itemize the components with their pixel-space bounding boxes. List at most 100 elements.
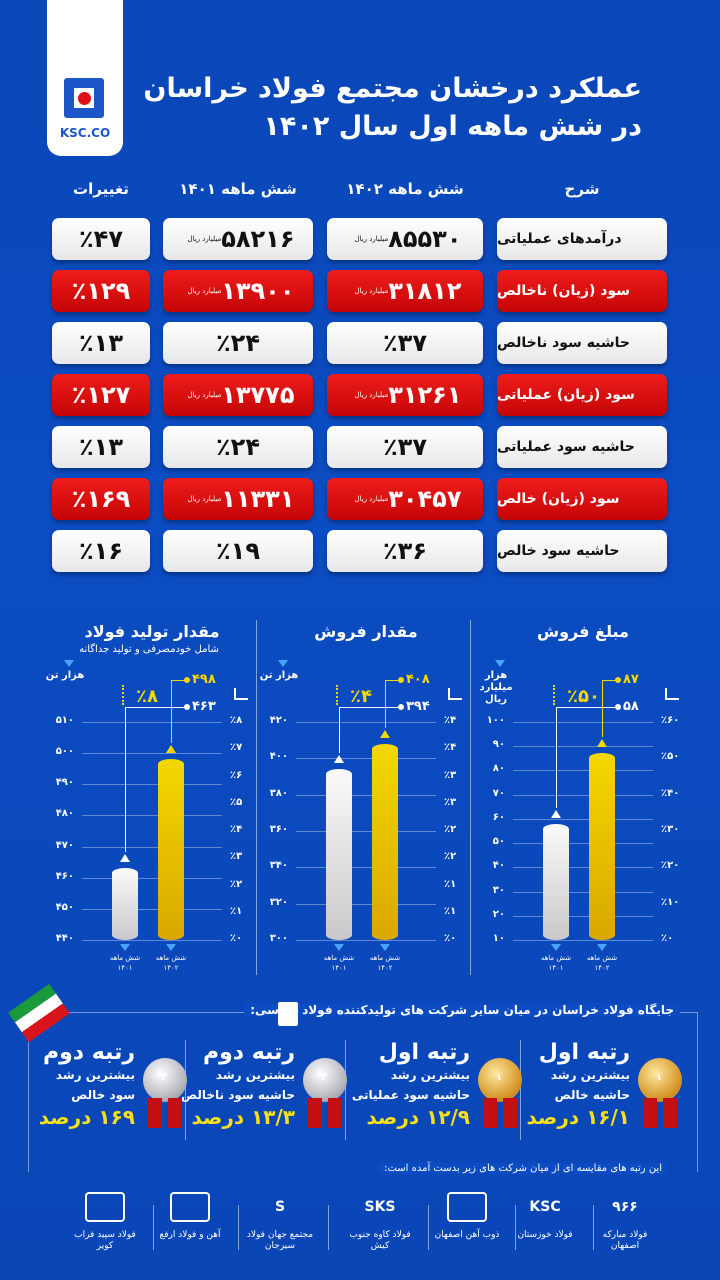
- ranking-heading: جایگاه فولاد خراسان در میان سایر شرکت ها…: [244, 1003, 680, 1017]
- ribbon: [168, 1098, 182, 1128]
- y2-tick-label: ٪۱: [230, 905, 243, 917]
- y-tick-label: ۳۸۰: [269, 787, 288, 799]
- gridline: [82, 784, 222, 786]
- y2-tick-label: ٪۰: [230, 933, 243, 944]
- cell-value: ۳۱۲۶۱: [388, 381, 462, 409]
- company-divider: [238, 1205, 239, 1250]
- table-cell-v1402: میلیارد ریال ۳۱۸۱۲: [327, 270, 483, 312]
- chart-subtitle: شامل خودمصرفی و تولید جداگانه: [79, 644, 219, 655]
- y-tick-label: ۱۰۰: [486, 715, 505, 726]
- value-label: ۵۸: [623, 699, 639, 714]
- gridline: [296, 794, 436, 796]
- table-cell-change: ٪۱۶: [52, 530, 150, 572]
- rank-value: ۱۶/۱ درصد: [526, 1105, 630, 1129]
- value-dot: [398, 677, 404, 683]
- company-name: مجتمع جهان فولاد سیرجان: [246, 1230, 314, 1251]
- company-divider: [593, 1205, 594, 1250]
- x-arrow-icon: [120, 944, 130, 951]
- table-cell-change: ٪۱۳: [52, 322, 150, 364]
- cell-value: ۵۸۲۱۶: [221, 225, 295, 253]
- company-name: ذوب آهن اصفهان: [434, 1230, 500, 1240]
- table-cell-v1401: ٪۲۴: [163, 322, 313, 364]
- y2-tick-label: ٪۳: [444, 796, 457, 808]
- leader-line-h: [385, 680, 400, 681]
- row-label: حاشیه سود ناخالص: [497, 322, 667, 364]
- row-label: درآمدهای عملیاتی: [497, 218, 667, 260]
- y-tick-label: ۳۴۰: [269, 860, 288, 872]
- table-cell-v1401: میلیارد ریال ۱۳۷۷۵: [163, 374, 313, 416]
- bar-1401: [326, 769, 352, 940]
- unit-label: میلیارد ریال: [187, 391, 222, 399]
- table-cell-v1402: ٪۳۷: [327, 322, 483, 364]
- y2-tick-label: ٪۰: [444, 933, 457, 944]
- bar-pointer-icon: [120, 854, 130, 863]
- title-line-2: در شش ماهه اول سال ۱۴۰۲: [263, 111, 642, 142]
- row-label: سود (زیان) ناخالص: [497, 270, 667, 312]
- gridline: [513, 891, 653, 893]
- table-cell-v1401: میلیارد ریال ۱۳۹۰۰: [163, 270, 313, 312]
- gridline: [82, 722, 222, 723]
- y2-tick-label: ٪۱۰: [661, 896, 680, 908]
- rank-divider: [185, 1040, 186, 1140]
- y2-tick-label: ٪۴: [444, 715, 457, 726]
- x-arrow-icon: [166, 944, 176, 951]
- cell-value: ۸۵۵۳۰: [388, 225, 462, 253]
- y2-tick-label: ٪۴: [230, 824, 243, 835]
- y-tick-label: ۳۲۰: [269, 896, 288, 908]
- rank-value: ۱۳/۳ درصد: [191, 1105, 295, 1129]
- bar-1402: [372, 743, 398, 940]
- leader-line-h: [339, 707, 400, 708]
- medal-number: ۱: [496, 1072, 503, 1083]
- y2-tick-label: ٪۰: [661, 933, 674, 944]
- rank-divider: [520, 1040, 521, 1140]
- axis-arrow-icon: [278, 660, 288, 667]
- ribbon: [328, 1098, 342, 1128]
- leader-line: [339, 707, 340, 754]
- cell-value: ۱۱۳۳۱: [221, 485, 295, 513]
- rank-line1: بیشترین رشد: [55, 1068, 135, 1082]
- y2-tick-label: ٪۲: [444, 851, 457, 863]
- leader-line: [125, 707, 126, 853]
- row-label: سود (زیان) خالص: [497, 478, 667, 520]
- company-logo: SKS: [364, 1199, 396, 1215]
- change-label: ٪۸: [136, 686, 158, 707]
- table-cell-v1402: میلیارد ریال ۳۱۲۶۱: [327, 374, 483, 416]
- leader-line: [602, 680, 603, 738]
- medal-number: ۲: [321, 1072, 328, 1083]
- axis-arrow-icon: [64, 660, 74, 667]
- rank-value: ۱۶۹ درصد: [38, 1105, 135, 1129]
- company-name: آهن و فولاد ارفع: [159, 1230, 221, 1240]
- medal-icon: [303, 1058, 347, 1102]
- x-arrow-icon: [597, 944, 607, 951]
- value-dot: [184, 704, 190, 710]
- row-label: سود (زیان) عملیاتی: [497, 374, 667, 416]
- rank-line2: سود خالص: [71, 1088, 135, 1102]
- page-title: عملکرد درخشان مجتمع فولاد خراسان در شش م…: [143, 70, 642, 146]
- rank-title: رتبه اول: [538, 1040, 630, 1065]
- gridline: [513, 794, 653, 796]
- y-tick-label: ۴۵۰: [55, 901, 74, 913]
- unit-label: میلیارد ریال: [187, 235, 222, 243]
- gridline: [296, 903, 436, 905]
- rank-line1: بیشترین رشد: [390, 1068, 470, 1082]
- column-header: شرح: [564, 180, 600, 198]
- y-tick-label: ۵۰: [492, 836, 505, 848]
- leader-line-h: [602, 680, 617, 681]
- y2-tick-label: ٪۳۰: [661, 824, 680, 835]
- cell-value: ٪۱۳: [79, 433, 123, 461]
- table-cell-v1402: ٪۳۷: [327, 426, 483, 468]
- gridline: [82, 877, 222, 879]
- rank-title: رتبه اول: [378, 1040, 470, 1065]
- y-tick-label: ۶۰: [492, 811, 505, 823]
- value-dot: [398, 704, 404, 710]
- value-label: ۴۹۸: [192, 672, 216, 687]
- medal-icon: [638, 1058, 682, 1102]
- cell-value: ۳۱۸۱۲: [388, 277, 462, 305]
- cell-value: ٪۱۹: [216, 537, 260, 565]
- medal-icon: [143, 1058, 187, 1102]
- cell-value: ٪۳۷: [383, 329, 427, 357]
- leader-line-h: [171, 680, 186, 681]
- table-cell-change: ٪۱۲۹: [52, 270, 150, 312]
- row-label: حاشیه سود خالص: [497, 530, 667, 572]
- unit-label: میلیارد ریال: [187, 495, 222, 503]
